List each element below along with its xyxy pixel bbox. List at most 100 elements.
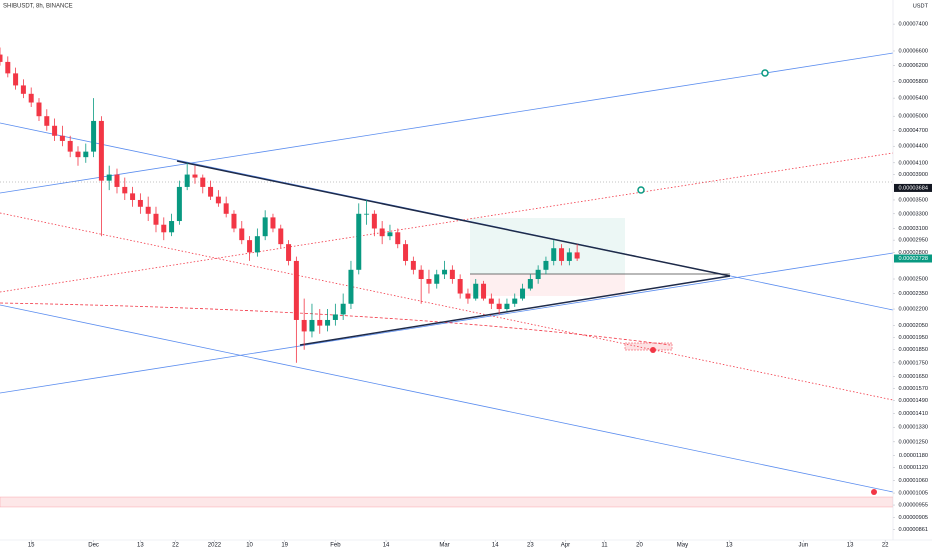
candle-body (301, 319, 307, 332)
x-axis: 15 Dec 13 22 2022 10 19 Feb 14 Mar 14 23 Apr 11 20 May 1… (28, 540, 889, 549)
x-tick-label: 14 (383, 543, 390, 549)
dotted-line (0, 212, 894, 401)
candle-body (231, 213, 237, 229)
candle-body (137, 199, 143, 207)
price-badge-label: 0.00002728 (898, 256, 928, 262)
candle-body (317, 319, 323, 326)
channel-line (0, 304, 894, 493)
y-tick-label: 0.00001330 (898, 425, 928, 431)
x-tick-label: 13 (847, 543, 854, 549)
candle-body (67, 140, 73, 152)
y-tick-label: 0.00001950 (898, 335, 928, 341)
candle-body (83, 151, 89, 158)
y-tick-label: 0.00006600 (898, 48, 928, 54)
candle-body (574, 252, 580, 259)
x-tick-label: 11 (601, 543, 608, 549)
y-tick-label: 0.00002200 (898, 307, 928, 313)
y-tick-label: 0.00005400 (898, 96, 928, 102)
candles (0, 47, 580, 363)
candle-body (36, 102, 42, 117)
candle-body (184, 174, 190, 187)
candle-body (348, 269, 354, 304)
candle-body (473, 283, 479, 299)
candle-body (559, 248, 565, 261)
candle-body (535, 269, 541, 280)
candle-body (418, 269, 424, 280)
y-tick-label: 0.00000861 (898, 527, 928, 533)
alert-marker[interactable] (761, 69, 769, 77)
candle-body (59, 135, 65, 141)
y-tick-label: 0.00002800 (898, 250, 928, 256)
y-tick-label: 0.00005800 (898, 79, 928, 85)
triangle-line (299, 275, 731, 346)
candle-body (52, 125, 58, 136)
alert-marker[interactable] (637, 186, 645, 194)
x-tick-label: Feb (330, 543, 341, 549)
x-tick-label: 22 (882, 543, 889, 549)
candle-body (325, 319, 331, 326)
x-tick-label: 15 (28, 543, 35, 549)
candle-body (340, 303, 346, 315)
candle-body (465, 293, 471, 299)
y-tick-label: 0.00004700 (898, 128, 928, 134)
y-tick-label: 0.00001650 (898, 374, 928, 380)
y-axis: 0.00007400 0.00006600 0.00006200 0.00005800… (893, 22, 932, 533)
y-tick-label: 0.00003300 (898, 211, 928, 217)
price-badge (894, 183, 932, 192)
candle-body (247, 240, 253, 253)
x-tick-label: 13 (726, 543, 733, 549)
x-tick-label: 2022 (208, 543, 222, 549)
candle-body (403, 244, 409, 261)
y-tick-label: 0.00001570 (898, 386, 928, 392)
candle-body (504, 303, 510, 310)
candle-body (75, 151, 81, 158)
y-tick-label: 0.00002500 (898, 276, 928, 282)
alert-marker[interactable] (650, 347, 656, 353)
candle-body (145, 206, 151, 214)
candle-body (387, 232, 393, 237)
candle-body (161, 224, 167, 233)
candle-body (527, 279, 533, 289)
y-tick-label: 0.00000955 (898, 503, 928, 509)
candle-body (395, 232, 401, 245)
price-badge (894, 254, 932, 263)
y-tick-label: 0.00004100 (898, 160, 928, 166)
candle-body (356, 213, 362, 270)
y-tick-label: 0.00003900 (898, 172, 928, 178)
y-tick-label: 0.00001180 (899, 453, 928, 459)
y-tick-label: 0.00003500 (898, 197, 928, 203)
x-tick-label: Mar (439, 543, 449, 549)
candle-body (20, 85, 26, 94)
x-tick-label: Dec (88, 543, 99, 549)
candle-body (566, 252, 572, 261)
candle-body (239, 228, 245, 241)
candle-body (457, 279, 463, 294)
candle-body (98, 120, 104, 181)
candle-body (520, 288, 526, 299)
candle-body (215, 196, 221, 204)
candle-body (122, 186, 128, 194)
x-tick-label: May (677, 543, 688, 549)
price-badge-label: 0.00003684 (898, 185, 928, 191)
loss-zone (470, 274, 625, 296)
candle-body (200, 177, 206, 187)
x-tick-label: 10 (246, 543, 253, 549)
zone (0, 496, 894, 508)
candle-body (410, 260, 416, 270)
candle-body (512, 298, 518, 304)
candle-body (293, 260, 299, 320)
candle-body (114, 174, 120, 187)
y-tick-label: 0.00004400 (898, 144, 928, 150)
target-box (624, 342, 673, 351)
x-tick-label: 13 (137, 543, 144, 549)
y-tick-label: 0.00000905 (898, 515, 928, 521)
candle-body (130, 193, 136, 200)
candle-body (0, 54, 3, 62)
y-tick-label: 0.00001410 (898, 411, 928, 417)
y-tick-label: 0.00002350 (898, 291, 928, 297)
dotted-line (0, 152, 894, 293)
alert-marker[interactable] (871, 489, 877, 495)
candle-body (543, 260, 549, 270)
candle-body (44, 116, 50, 126)
